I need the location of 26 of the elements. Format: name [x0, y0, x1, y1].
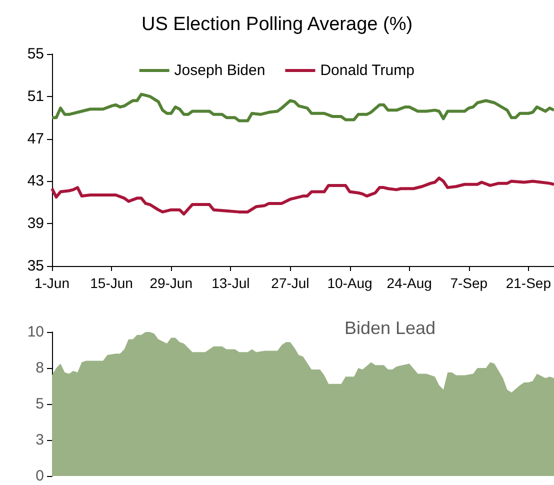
x-tick-label: 15-Jun — [90, 275, 133, 291]
line-series — [50, 176, 554, 216]
y-tick-label: 55 — [27, 46, 44, 62]
y-tick-label: 43 — [27, 172, 44, 190]
x-tick-label: 7-Sep — [450, 275, 488, 291]
chart-title: US Election Polling Average (%) — [141, 14, 413, 35]
y-tick-label: 8 — [36, 360, 44, 376]
x-tick-label: 10-Aug — [327, 275, 372, 291]
x-tick-label: 1-Jun — [34, 275, 70, 291]
y-tick-label: 47 — [27, 130, 44, 148]
y-tick-label: 5 — [36, 396, 44, 412]
x-tick-label: 21-Sep — [506, 275, 552, 291]
y-tick-label: 39 — [27, 215, 44, 232]
x-tick-label: 24-Aug — [386, 275, 432, 291]
y-tick-label: 35 — [27, 258, 44, 274]
y-tick-label: 51 — [27, 88, 44, 105]
x-tick-label: 29-Jun — [150, 275, 193, 291]
line-series — [50, 92, 554, 122]
legend-label: Joseph Biden — [174, 62, 266, 79]
y-tick-label: 10 — [27, 324, 44, 340]
y-tick-label: 3 — [36, 432, 44, 448]
x-tick-label: 13-Jul — [212, 275, 250, 291]
x-tick-label: 27-Jul — [271, 275, 310, 291]
y-tick-label: 0 — [36, 468, 44, 484]
legend-label: Donald Trump — [320, 62, 414, 79]
chart-title: Biden Lead — [344, 318, 436, 338]
